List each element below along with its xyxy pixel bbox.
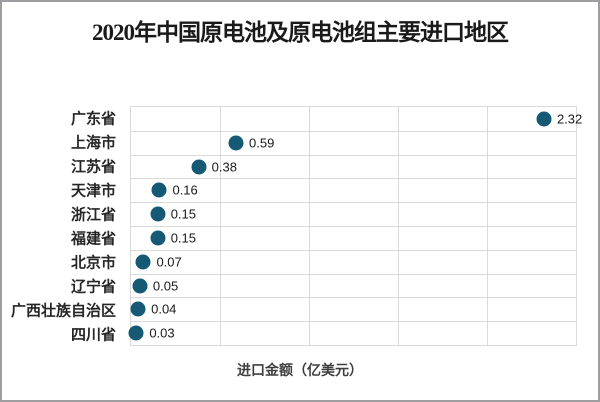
gridline-horizontal	[131, 202, 576, 204]
data-point-value: 0.15	[170, 206, 196, 222]
gridline-horizontal	[131, 321, 576, 323]
gridline-horizontal	[131, 154, 576, 156]
category-label: 广东省	[70, 110, 116, 128]
category-label: 江苏省	[70, 158, 116, 176]
category-label: 辽宁省	[70, 278, 116, 296]
data-point-marker	[536, 111, 552, 127]
category-label: 福建省	[70, 230, 116, 248]
category-label: 浙江省	[70, 206, 116, 224]
data-point-value: 2.32	[556, 111, 583, 127]
data-point-marker	[228, 135, 244, 151]
data-point-value: 0.07	[156, 254, 182, 270]
category-label: 天津市	[70, 182, 116, 200]
data-point-value: 0.59	[249, 135, 275, 151]
data-point-marker	[128, 325, 144, 341]
data-point-value: 0.15	[170, 230, 196, 246]
data-point-value: 0.38	[211, 159, 237, 174]
gridline-horizontal	[131, 297, 576, 299]
data-point-value: 0.03	[149, 325, 175, 341]
x-axis-title: 进口金额（亿美元）	[237, 362, 363, 378]
category-label: 上海市	[70, 134, 116, 152]
data-point-value: 0.05	[152, 278, 179, 293]
data-point-marker	[150, 206, 166, 222]
category-label: 广西壮族自治区	[10, 302, 116, 320]
plot-area: 2.32 0.59 0.38 0.16 0.15 0.15 0.07 0.05 0.04 0.03	[128, 106, 582, 346]
category-label: 北京市	[70, 254, 116, 272]
gridline-horizontal	[131, 130, 576, 132]
data-point-marker	[151, 182, 167, 198]
gridline-horizontal	[131, 178, 576, 180]
gridline-horizontal	[131, 249, 576, 251]
gridline-horizontal	[131, 273, 576, 275]
gridline-horizontal	[131, 226, 576, 227]
data-point-marker	[191, 159, 207, 174]
data-point-value: 0.04	[151, 301, 177, 317]
data-point-marker	[135, 254, 151, 270]
data-point-value: 0.16	[172, 182, 198, 198]
chart-title: 2020年中国原电池及原电池组主要进口地区	[92, 20, 509, 45]
y-axis-labels: 广东省上海市江苏省天津市浙江省福建省北京市辽宁省广西壮族自治区四川省	[2, 106, 122, 346]
data-point-marker	[150, 230, 166, 246]
data-point-marker	[132, 278, 148, 293]
category-label: 四川省	[70, 326, 116, 344]
data-point-marker	[130, 301, 146, 317]
